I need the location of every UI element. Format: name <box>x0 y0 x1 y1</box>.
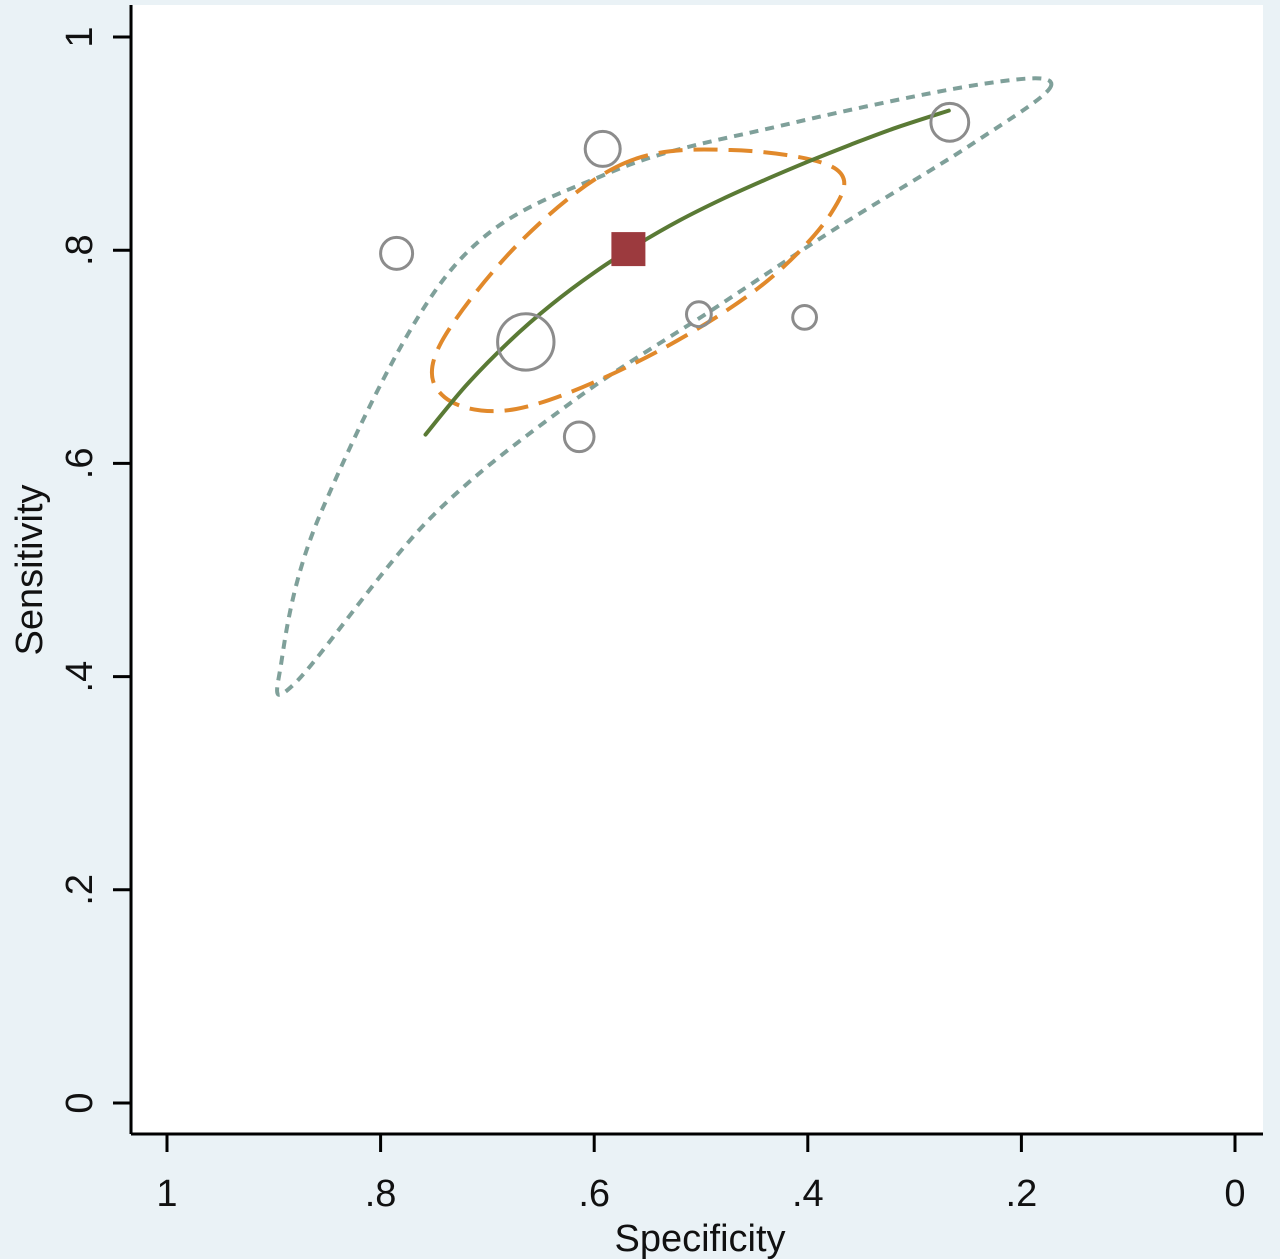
y-axis-title: Sensitivity <box>9 484 51 655</box>
x-tick-label: .4 <box>792 1173 824 1215</box>
study-point-7 <box>929 101 971 143</box>
study-point-6 <box>562 420 596 454</box>
confidence-region <box>429 147 847 414</box>
x-tick-label: .8 <box>365 1173 397 1215</box>
plot-area <box>133 5 1263 1134</box>
x-axis-title: Specificity <box>614 1218 785 1259</box>
y-tick-label: .4 <box>59 661 101 693</box>
y-tick-label: 1 <box>59 26 101 47</box>
prediction-region-group <box>275 76 1054 697</box>
sroc-curve-group <box>423 108 951 437</box>
study-point-2 <box>583 129 622 168</box>
x-ticks-group: 1 .8 .6 .4 .2 0 <box>156 1134 1246 1215</box>
prediction-region <box>275 76 1054 697</box>
sroc-curve <box>423 108 951 437</box>
axes-group <box>129 5 1263 1136</box>
study-point-5 <box>791 304 818 331</box>
y-tick-label: .6 <box>59 448 101 480</box>
study-point-1 <box>379 235 415 271</box>
x-tick-label: 0 <box>1224 1173 1245 1215</box>
confidence-region-group <box>429 147 847 414</box>
summary-point <box>611 232 646 267</box>
y-ticks-group: 0 .2 .4 .6 .8 1 <box>59 26 131 1114</box>
y-tick-label: .2 <box>59 874 101 906</box>
study-point-3 <box>496 312 556 372</box>
study-points-group <box>379 101 971 454</box>
x-tick-label: .2 <box>1006 1173 1038 1215</box>
y-tick-label: 0 <box>59 1092 101 1113</box>
study-point-4 <box>685 300 713 329</box>
y-tick-label: .8 <box>59 234 101 266</box>
x-tick-label: .6 <box>578 1173 610 1215</box>
summary-point-group <box>611 232 646 267</box>
x-tick-label: 1 <box>156 1173 177 1215</box>
